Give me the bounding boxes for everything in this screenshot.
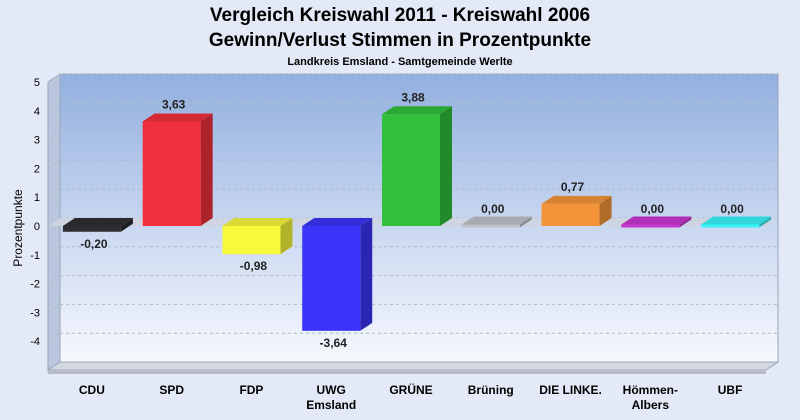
bar-top [701,216,772,225]
value-label: 0,77 [561,180,585,194]
category-label: SPD [159,383,184,397]
y-tick-label: -3 [30,307,40,319]
bar-side [200,113,213,226]
grid-line-side [47,188,61,198]
y-tick-label: 3 [34,135,40,147]
bar-front [701,224,760,228]
bar-top [461,216,532,225]
grid-line-side [47,102,61,112]
y-axis-ticks: 5 4 3 2 1 0 -1 -2 -3 -4 [30,77,40,348]
y-tick-label: 0 [34,221,40,233]
bar-dielinke [541,195,612,226]
y-tick-label: 4 [34,106,40,118]
value-labels: -0,20 3,63 -0,98 -3,64 3,88 0,00 0,77 0,00 0,00 [80,90,744,350]
bar-top [62,218,133,226]
category-label: Emsland [306,398,356,412]
bar-front [302,226,361,331]
bar-front [541,203,600,226]
category-label: Hömmen- [623,383,678,397]
bar-front [461,224,520,228]
bar-top [142,113,213,122]
y-tick-label: -2 [30,279,40,291]
bar-side [280,218,293,255]
category-label: GRÜNE [389,382,432,397]
bar-side [759,216,772,228]
chart-title-line2: Gewinn/Verlust Stimmen in Prozentpunkte [209,30,591,51]
plot-floor [46,361,780,371]
value-label: 3,63 [162,97,186,111]
grid-line-side [47,275,61,285]
bar-top [302,218,373,226]
bar-side [360,218,373,331]
bar-front [222,226,281,255]
grid-lines [47,73,778,342]
bar-ubf [701,216,772,228]
category-label: UBF [718,383,743,397]
bar-side [599,195,612,226]
bar-front [142,121,201,226]
category-label: DIE LINKE. [539,383,602,397]
bar-side [440,106,452,226]
bar-uwg-emsland [302,218,373,331]
chart-subtitle: Landkreis Emsland - Samtgemeinde Werlte [287,56,512,68]
bar-top [222,218,293,226]
grid-line-side [47,303,61,313]
category-label: FDP [239,383,263,397]
y-tick-label: 5 [34,77,40,89]
grid-line-side [47,73,61,83]
value-label: 0,00 [641,202,665,216]
y-tick-label: 2 [34,163,40,175]
bar-grüne [382,106,452,226]
bar-hömmen--albers [621,216,692,228]
value-label: 3,88 [401,90,425,104]
grid-line-side [47,246,61,256]
value-label: -0,20 [80,237,108,251]
grid-line-side [47,217,61,227]
y-tick-label: 1 [34,192,40,204]
category-label: Albers [632,398,670,412]
bar-side [679,216,692,228]
grid-line-side [47,131,61,141]
category-label: CDU [79,383,105,397]
bar-side [120,218,133,232]
y-axis-label: Prozentpunkte [11,189,25,267]
value-label: -0,98 [240,259,268,273]
grid-line-side [47,332,61,342]
value-label: 0,00 [481,202,505,216]
category-label: Brüning [468,383,514,397]
value-label: -3,64 [320,336,348,350]
bar-top [621,216,692,225]
y-tick-label: -4 [30,336,40,348]
value-label: 0,00 [720,202,744,216]
bar-front [62,226,121,232]
bar-front [621,224,680,228]
bars [48,106,778,331]
category-label: UWG [317,383,346,397]
bar-side [519,216,532,228]
bar-top [382,106,452,115]
grid-line-side [47,159,61,169]
bar-top [541,195,612,204]
bar-cdu [62,218,133,232]
chart-title-line1: Vergleich Kreiswahl 2011 - Kreiswahl 200… [210,5,590,26]
bar-front [382,114,440,226]
y-tick-label: -1 [30,250,40,262]
bar-brüning [461,216,532,228]
plot-floor-edge [48,370,766,374]
bar-spd [142,113,213,226]
bar-fdp [222,218,293,255]
